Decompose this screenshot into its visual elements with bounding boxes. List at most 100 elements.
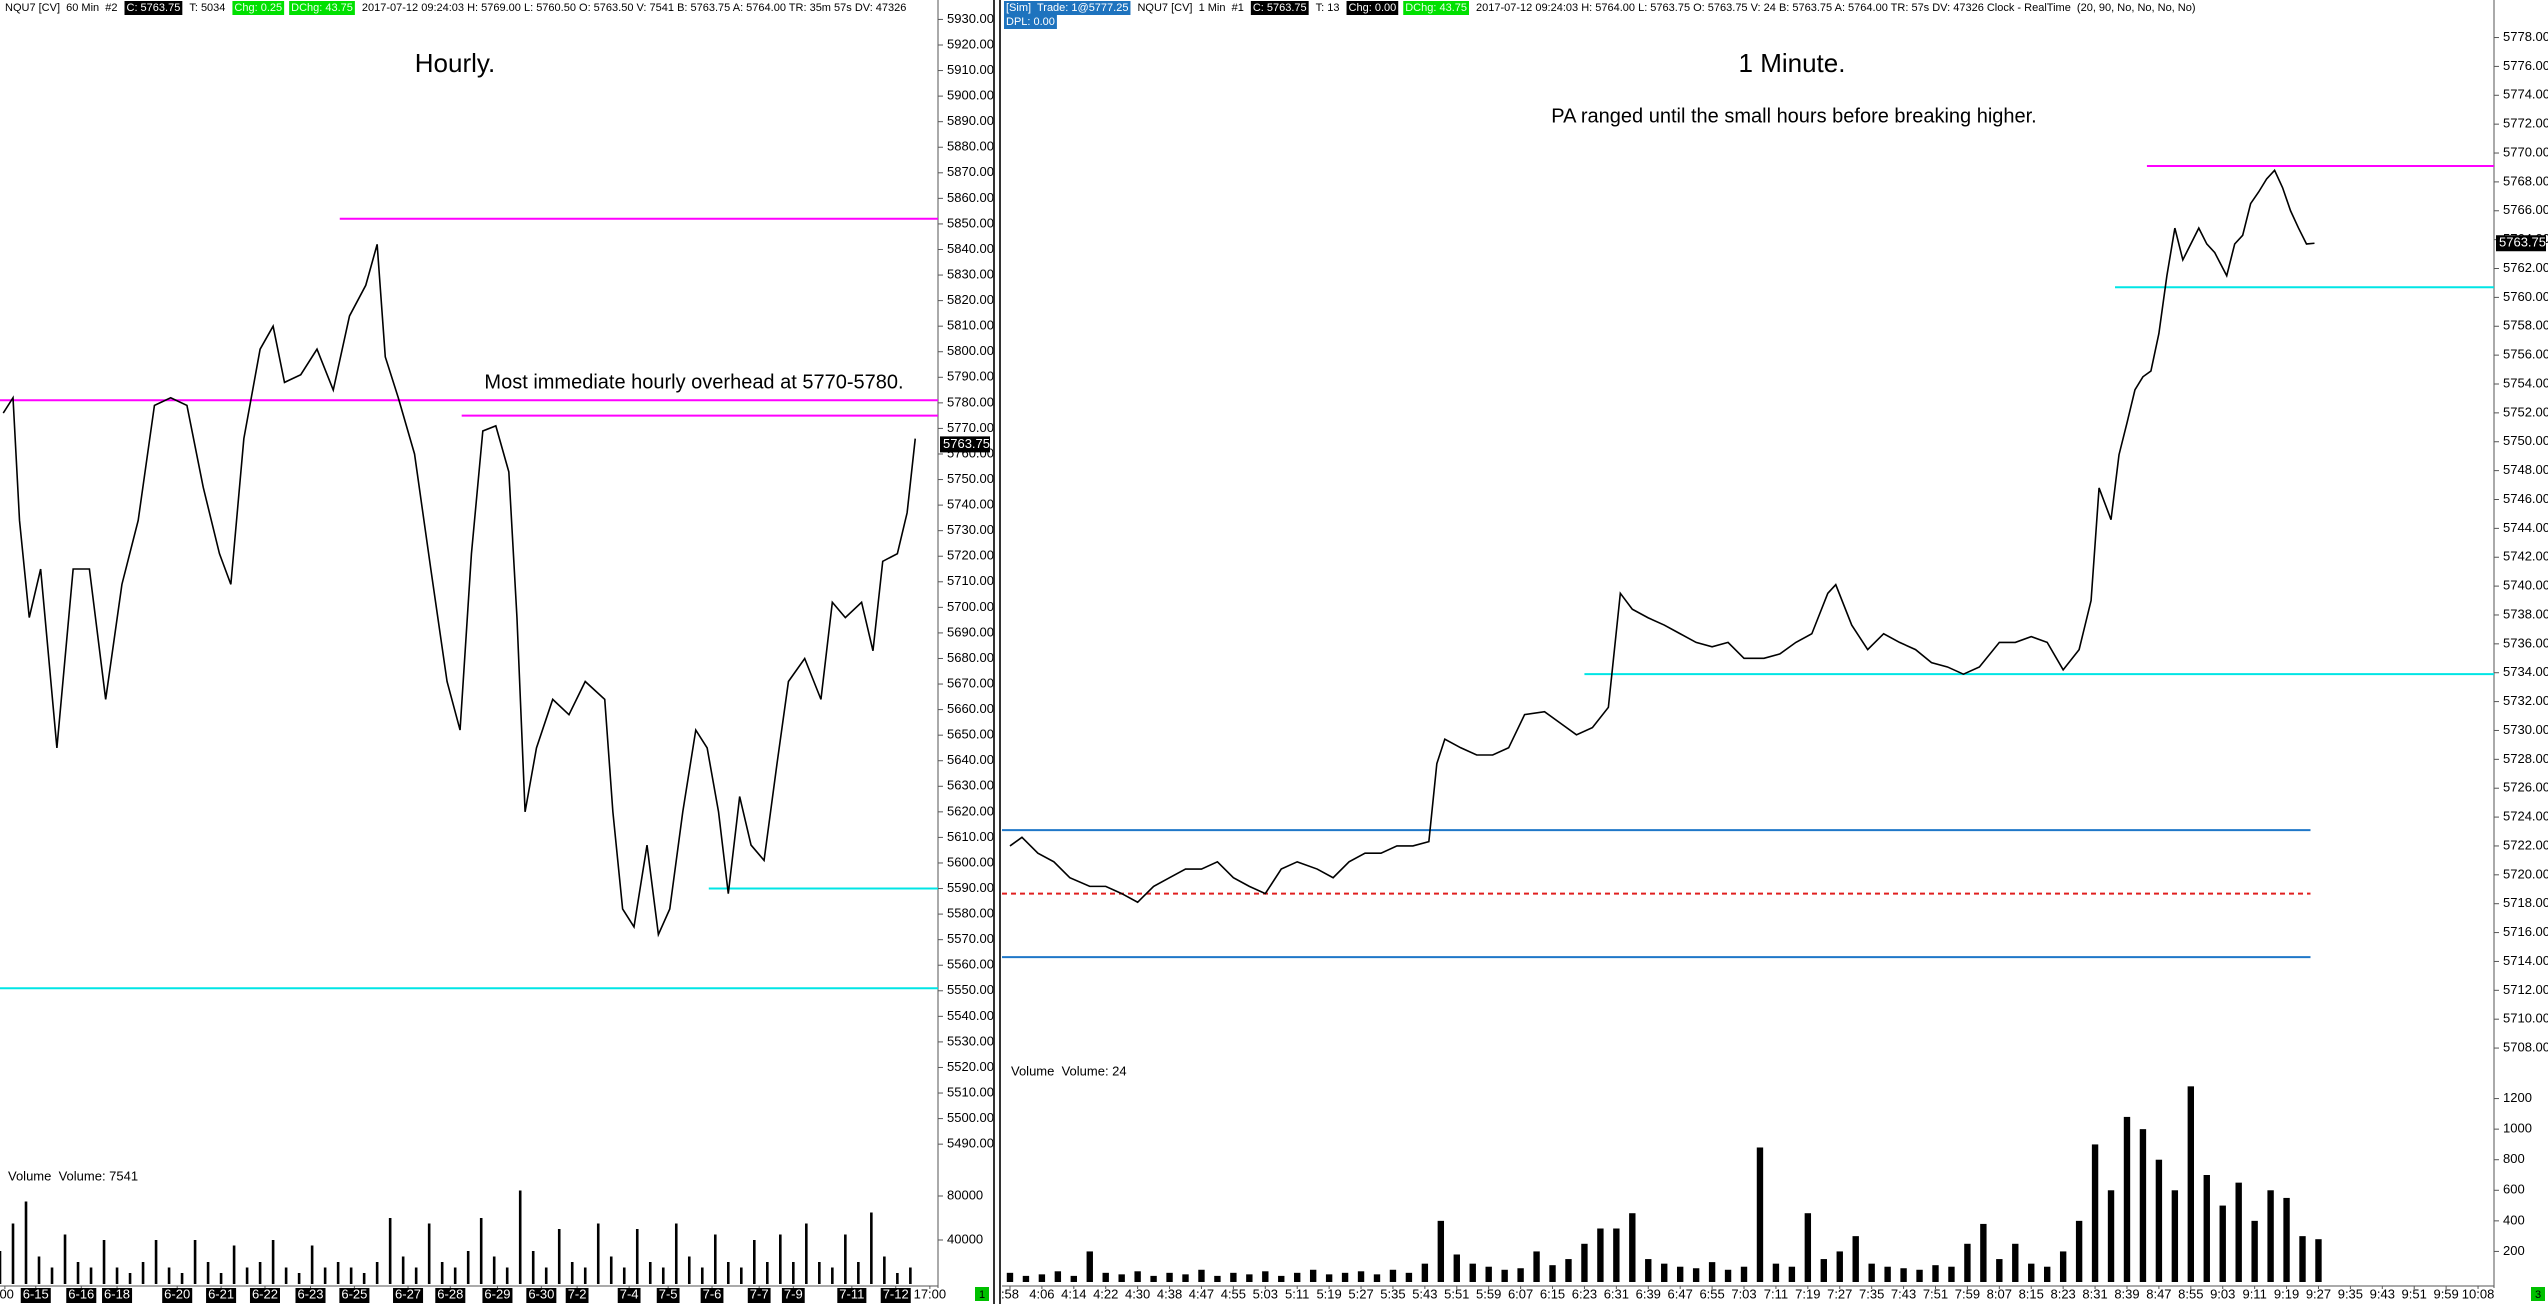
volume-bar: [779, 1234, 782, 1284]
header-item: C: 5763.75: [127, 2, 181, 14]
x-tick-label: 9:27: [2306, 1286, 2331, 1301]
x-tick-label: 4:55: [1221, 1286, 1246, 1301]
volume-bar: [2235, 1182, 2242, 1282]
volume-bar: [674, 1223, 678, 1284]
panel-title: 1 Minute.: [1739, 48, 1846, 78]
x-tick-label: 9:59: [2433, 1286, 2458, 1301]
x-tick-label: 6-16: [68, 1286, 94, 1301]
volume-bar: [1868, 1263, 1875, 1282]
x-tick-label: 17:00: [914, 1286, 947, 1301]
volume-bar: [1389, 1269, 1397, 1282]
volume-bar: [1980, 1223, 1987, 1282]
volume-bar: [375, 1262, 379, 1284]
volume-bar: [1437, 1220, 1445, 1282]
volume-bar: [1405, 1272, 1413, 1282]
x-tick-box: [880, 1288, 911, 1303]
x-tick-label: 7:35: [1859, 1286, 1884, 1301]
y-tick-label: 5710.00: [947, 573, 994, 588]
x-tick-label: 7-5: [659, 1286, 678, 1301]
volume-bar: [2203, 1175, 2210, 1282]
volume-bar: [1565, 1259, 1572, 1282]
volume-bar: [739, 1267, 743, 1284]
volume-bar: [102, 1240, 106, 1284]
volume-bar: [297, 1273, 301, 1284]
volume-bar: [440, 1262, 444, 1284]
header-item: NQU7 [CV] 60 Min #2: [5, 2, 118, 14]
x-tick-label: 6-15: [23, 1286, 49, 1301]
volume-bar: [206, 1262, 210, 1284]
x-tick-label: :00: [0, 1286, 14, 1301]
y-tick-label: 5774.00: [2503, 87, 2548, 102]
header-bg: [232, 1, 285, 15]
x-tick-label: 9:03: [2210, 1286, 2235, 1301]
x-tick-label: 6-29: [484, 1286, 510, 1301]
volume-bar: [1533, 1251, 1540, 1282]
volume-bar: [1804, 1213, 1812, 1282]
x-tick-label: 6:07: [1508, 1286, 1533, 1301]
volume-bar: [1453, 1254, 1460, 1282]
volume-bar: [2219, 1205, 2226, 1282]
x-tick-label: 5:43: [1412, 1286, 1437, 1301]
panel-title: Hourly.: [415, 48, 495, 78]
y-tick-label: 5714.00: [2503, 953, 2548, 968]
x-tick-label: 6:23: [1572, 1286, 1597, 1301]
y-tick-label: 5736.00: [2503, 635, 2548, 650]
y-tick-label: 800: [2503, 1151, 2525, 1166]
volume-bar: [128, 1273, 132, 1284]
x-tick-label: 5:59: [1476, 1286, 1501, 1301]
price-line: [1009, 168, 2315, 904]
volume-bar: [883, 1256, 886, 1284]
y-tick-label: 5708.00: [2503, 1039, 2548, 1054]
annotation: PA ranged until the small hours before b…: [1551, 105, 2037, 127]
x-tick-label: 5:03: [1253, 1286, 1278, 1301]
x-tick-label: 7-12: [883, 1286, 909, 1301]
header-bg: [124, 1, 183, 15]
x-tick-label: 9:43: [2370, 1286, 2395, 1301]
header-item: T: 5034: [189, 2, 225, 14]
y-tick-label: 400: [2503, 1212, 2525, 1227]
volume-bar: [115, 1267, 119, 1284]
volume-bar: [1214, 1275, 1221, 1282]
volume-bar: [1325, 1274, 1333, 1282]
volume-bar: [414, 1267, 418, 1284]
volume-bar: [167, 1267, 171, 1284]
volume-bar: [1948, 1266, 1955, 1282]
volume-bar: [245, 1267, 249, 1284]
volume-bar: [870, 1212, 873, 1284]
volume-bar: [1341, 1272, 1349, 1282]
x-tick-box: [656, 1288, 680, 1303]
x-tick-box: [249, 1288, 280, 1303]
y-tick-label: 5718.00: [2503, 895, 2548, 910]
volume-bar: [818, 1262, 821, 1284]
volume-bar: [2012, 1243, 2019, 1282]
volume-bar: [2075, 1220, 2083, 1282]
y-tick-label: 5530.00: [947, 1033, 994, 1048]
x-tick-label: 4:14: [1061, 1286, 1086, 1301]
volume-bar: [531, 1251, 535, 1284]
volume-bar: [635, 1229, 639, 1284]
y-tick-label: 5752.00: [2503, 404, 2548, 419]
volume-bar: [1645, 1259, 1652, 1282]
x-tick-label: 7:51: [1923, 1286, 1948, 1301]
x-tick-label: 7:59: [1955, 1286, 1980, 1301]
volume-bar: [323, 1267, 327, 1284]
y-tick-label: 5730.00: [947, 522, 994, 537]
volume-bar: [1692, 1268, 1700, 1282]
y-tick-label: 5742.00: [2503, 549, 2548, 564]
volume-bar: [427, 1223, 431, 1284]
header-bg: [1346, 1, 1399, 15]
y-tick-label: 5550.00: [947, 982, 994, 997]
volume-bar: [453, 1267, 457, 1284]
y-tick-label: 5640.00: [947, 752, 994, 767]
header-item: [Sim] Trade: 1@5777.25: [1006, 2, 1128, 14]
volume-bar: [648, 1262, 652, 1284]
y-tick-label: 5738.00: [2503, 606, 2548, 621]
x-tick-box: [526, 1288, 557, 1303]
header-item: Chg: 0.25: [234, 2, 282, 14]
volume-bar: [336, 1262, 340, 1284]
y-tick-label: 5690.00: [947, 624, 994, 639]
volume-bar: [362, 1273, 366, 1284]
y-tick-label: 5732.00: [2503, 693, 2548, 708]
